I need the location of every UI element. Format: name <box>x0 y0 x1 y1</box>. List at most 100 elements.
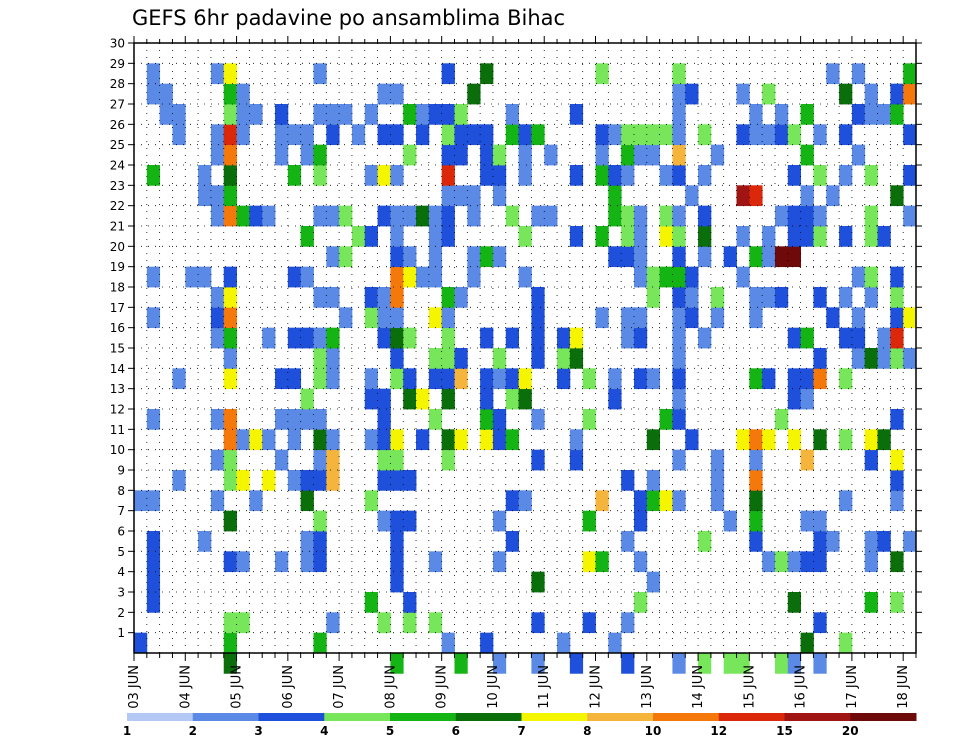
heatmap-cell <box>492 348 507 369</box>
heatmap-cell <box>864 449 878 471</box>
heatmap-cell <box>428 246 443 268</box>
heatmap-cell <box>864 551 878 573</box>
y-tick-label: 22 <box>110 199 125 213</box>
heatmap-cell <box>890 307 904 329</box>
heatmap-cell <box>672 348 686 369</box>
heatmap-cell <box>287 368 302 390</box>
heatmap-cell <box>390 653 404 674</box>
heatmap-cell <box>672 266 686 288</box>
heatmap-cell <box>134 632 148 654</box>
heatmap-cell <box>326 348 340 369</box>
heatmap-cell <box>762 124 776 146</box>
heatmap-cell <box>569 348 584 369</box>
heatmap-cell <box>300 388 314 410</box>
heatmap-cell <box>826 531 840 552</box>
heatmap-cell <box>685 307 699 329</box>
heatmap-cell <box>403 510 417 532</box>
heatmap-cell <box>736 83 750 105</box>
heatmap-cell <box>608 124 622 146</box>
heatmap-cell <box>287 327 302 349</box>
heatmap-cell <box>300 409 314 430</box>
heatmap-cell <box>223 205 237 227</box>
heatmap-cell <box>467 246 481 268</box>
heatmap-cell <box>492 653 507 674</box>
heatmap-cell <box>441 368 455 390</box>
heatmap-cell <box>146 409 161 430</box>
heatmap-cell <box>685 83 699 105</box>
heatmap-cell <box>416 205 430 227</box>
heatmap-cell <box>223 327 237 349</box>
heatmap-cell <box>210 185 225 207</box>
heatmap-cell <box>377 124 391 146</box>
heatmap-cell <box>633 307 648 329</box>
heatmap-cell <box>672 307 686 329</box>
heatmap-cell <box>864 104 878 125</box>
y-tick-label: 7 <box>117 504 125 518</box>
heatmap-cell <box>300 144 314 166</box>
heatmap-cell <box>339 307 353 329</box>
heatmap-cell <box>774 205 789 227</box>
heatmap-cell <box>877 531 891 552</box>
heatmap-cell <box>621 531 635 552</box>
heatmap-cell <box>428 348 443 369</box>
heatmap-cell <box>236 551 250 573</box>
heatmap-cell <box>800 226 814 247</box>
x-tick-label: 15 JUN <box>742 665 757 709</box>
y-tick-label: 18 <box>110 281 125 295</box>
heatmap-cell <box>646 144 661 166</box>
heatmap-cell <box>416 429 430 451</box>
heatmap-cell <box>762 246 776 268</box>
heatmap-cell <box>698 205 712 227</box>
heatmap-cell <box>710 449 725 471</box>
heatmap-cell <box>762 551 776 573</box>
heatmap-cell <box>313 165 327 186</box>
heatmap-cell <box>198 266 212 288</box>
heatmap-cell <box>877 226 891 247</box>
heatmap-cell <box>839 429 853 451</box>
heatmap-cell <box>749 490 763 512</box>
heatmap-cell <box>480 388 494 410</box>
heatmap-cell <box>377 83 391 105</box>
heatmap-cell <box>749 368 763 390</box>
y-axis: 1234567891011121314151617181920212223242… <box>110 37 922 640</box>
x-tick-label: 12 JUN <box>589 665 604 709</box>
heatmap-cell <box>839 632 853 654</box>
heatmap-cells <box>134 63 917 674</box>
heatmap-cell <box>903 165 917 186</box>
heatmap-cell <box>300 226 314 247</box>
x-tick-label: 17 JUN <box>845 665 860 709</box>
heatmap-cell <box>595 226 609 247</box>
x-tick-label: 05 JUN <box>230 665 245 709</box>
y-tick-label: 28 <box>110 77 125 91</box>
heatmap-cell <box>172 368 186 390</box>
heatmap-cell <box>313 510 327 532</box>
heatmap-cell <box>813 124 827 146</box>
heatmap-cell <box>300 490 314 512</box>
heatmap-cell <box>813 531 827 552</box>
heatmap-cell <box>851 144 866 166</box>
heatmap-cell <box>313 368 327 390</box>
heatmap-cell <box>416 266 430 288</box>
heatmap-cell <box>672 104 686 125</box>
heatmap-cell <box>441 388 455 410</box>
heatmap-cell <box>774 653 789 674</box>
heatmap-cell <box>428 409 443 430</box>
heatmap-cell <box>441 348 455 369</box>
y-tick-label: 25 <box>110 138 125 152</box>
heatmap-cell <box>877 104 891 125</box>
heatmap-cell <box>672 449 686 471</box>
heatmap-cell <box>428 104 443 125</box>
heatmap-cell <box>390 307 404 329</box>
heatmap-cell <box>762 287 776 308</box>
heatmap-cell <box>390 205 404 227</box>
heatmap-cell <box>210 409 225 430</box>
heatmap-cell <box>480 63 494 85</box>
heatmap-cell <box>377 165 391 186</box>
heatmap-cell <box>454 144 468 166</box>
heatmap-cell <box>646 266 661 288</box>
heatmap-cell <box>480 327 494 349</box>
heatmap-cell <box>275 104 289 125</box>
heatmap-cell <box>787 429 802 451</box>
heatmap-cell <box>787 246 802 268</box>
legend-label: 3 <box>254 724 262 738</box>
